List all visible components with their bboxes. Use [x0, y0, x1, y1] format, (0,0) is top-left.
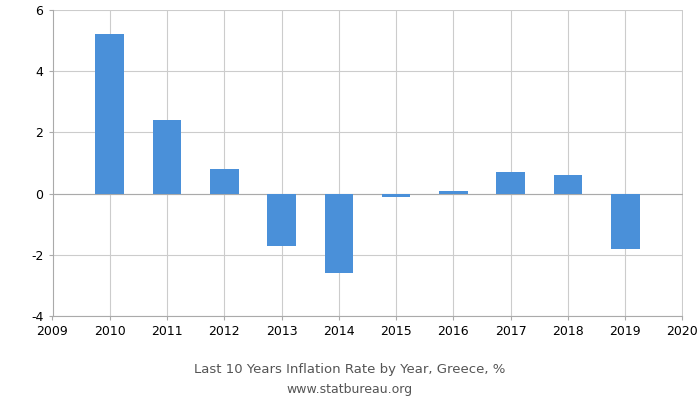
Bar: [496, 172, 525, 194]
Bar: [611, 194, 640, 249]
Bar: [153, 120, 181, 194]
Bar: [210, 169, 239, 194]
Bar: [95, 34, 124, 194]
Text: www.statbureau.org: www.statbureau.org: [287, 384, 413, 396]
Bar: [325, 194, 354, 273]
Bar: [439, 190, 468, 194]
Text: Last 10 Years Inflation Rate by Year, Greece, %: Last 10 Years Inflation Rate by Year, Gr…: [195, 364, 505, 376]
Bar: [267, 194, 296, 246]
Bar: [554, 175, 582, 194]
Bar: [382, 194, 410, 197]
